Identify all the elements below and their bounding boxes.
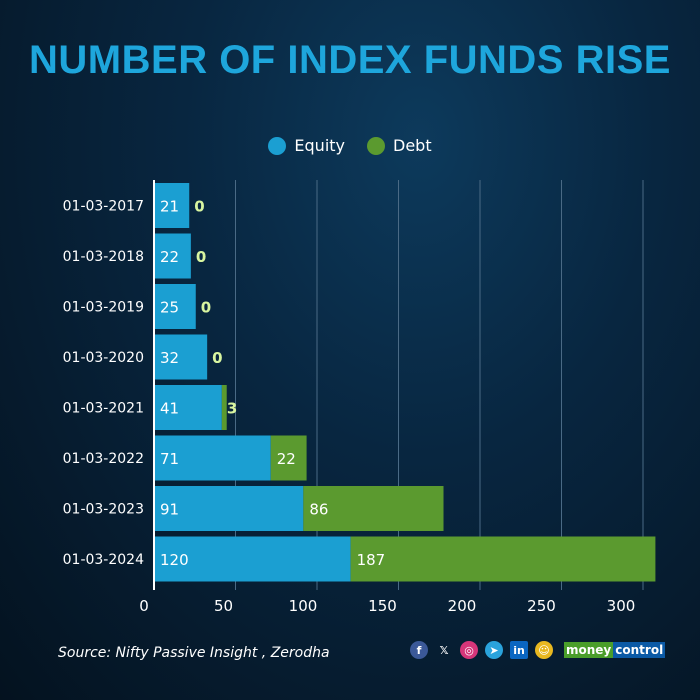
data-label-equity: 32 xyxy=(160,349,179,367)
bar-equity xyxy=(155,284,196,329)
legend-debt: Debt xyxy=(367,136,432,155)
data-label-equity: 22 xyxy=(160,248,179,266)
data-label-equity: 71 xyxy=(160,450,179,468)
data-label-debt: 22 xyxy=(277,450,296,468)
y-tick-label: 01-03-2023 xyxy=(63,502,144,518)
bar-debt xyxy=(221,385,227,430)
y-tick-label: 01-03-2018 xyxy=(63,249,144,265)
bar-equity xyxy=(155,233,191,279)
logo-part-control: control xyxy=(613,642,666,658)
data-label-debt: 0 xyxy=(196,248,206,266)
x-icon[interactable]: 𝕏 xyxy=(439,643,449,657)
social-icons: f 𝕏 ◎ ➤ in ☺ money control xyxy=(410,641,666,659)
facebook-icon[interactable]: f xyxy=(410,641,428,659)
bar-debt xyxy=(350,536,656,582)
legend-debt-label: Debt xyxy=(393,136,432,155)
linkedin-icon[interactable]: in xyxy=(510,641,528,659)
y-tick-label: 01-03-2021 xyxy=(63,401,144,417)
data-label-equity: 41 xyxy=(160,400,179,418)
data-label-equity: 21 xyxy=(160,198,179,216)
data-label-debt: 3 xyxy=(227,400,237,418)
x-tick-label: 50 xyxy=(214,597,233,615)
y-tick-label: 01-03-2019 xyxy=(63,300,144,316)
instagram-icon[interactable]: ◎ xyxy=(460,641,478,659)
chart-title: NUMBER OF INDEX FUNDS RISE xyxy=(29,38,671,82)
moneycontrol-logo: money control xyxy=(564,642,666,658)
data-label-equity: 120 xyxy=(160,551,189,569)
legend-equity-label: Equity xyxy=(294,136,345,155)
snapchat-icon[interactable]: ☺ xyxy=(535,641,553,659)
data-label-equity: 25 xyxy=(160,299,179,317)
bar-equity xyxy=(155,536,351,582)
x-tick-label: 250 xyxy=(527,597,556,615)
bar-debt xyxy=(303,486,444,531)
legend-equity-swatch xyxy=(268,136,287,155)
y-tick-label: 01-03-2022 xyxy=(63,451,144,467)
bar-equity xyxy=(155,334,208,380)
x-tick-label: 300 xyxy=(607,597,636,615)
bar-equity xyxy=(155,183,190,228)
x-tick-label: 150 xyxy=(368,597,397,615)
bar-equity xyxy=(155,435,271,481)
bar-equity xyxy=(155,385,222,430)
data-label-debt: 0 xyxy=(201,299,211,317)
x-tick-label: 200 xyxy=(448,597,477,615)
legend-equity: Equity xyxy=(268,136,345,155)
data-label-debt: 86 xyxy=(309,501,328,519)
source-note: Source: Nifty Passive Insight , Zerodha xyxy=(58,645,330,661)
data-label-equity: 91 xyxy=(160,501,179,519)
x-tick-label: 100 xyxy=(289,597,318,615)
legend: Equity Debt xyxy=(0,136,700,155)
logo-part-money: money xyxy=(564,642,614,658)
data-label-debt: 187 xyxy=(357,551,386,569)
legend-debt-swatch xyxy=(367,136,385,155)
y-tick-label: 01-03-2020 xyxy=(63,350,144,366)
data-label-debt: 0 xyxy=(212,349,222,367)
telegram-icon[interactable]: ➤ xyxy=(485,641,503,659)
x-tick-label: 0 xyxy=(139,597,149,615)
data-label-debt: 0 xyxy=(194,198,204,216)
y-tick-label: 01-03-2017 xyxy=(63,199,144,215)
bar-debt xyxy=(270,435,307,481)
y-tick-label: 01-03-2024 xyxy=(63,552,144,568)
bar-equity xyxy=(155,486,304,531)
